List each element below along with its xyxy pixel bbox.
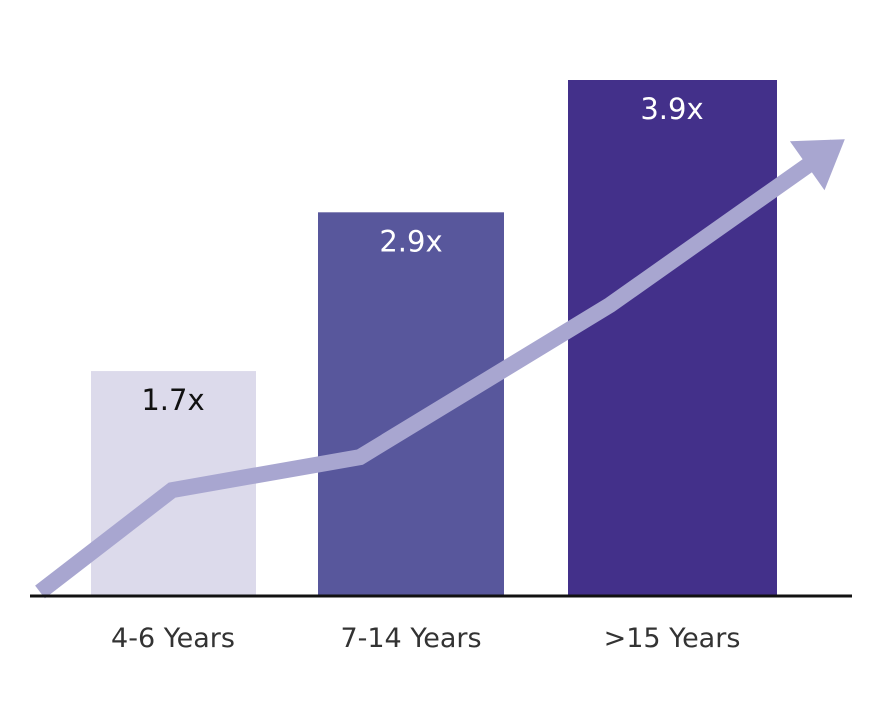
- bar-3: [568, 80, 777, 596]
- bar-value-labels: 1.7x 2.9x 3.9x: [141, 92, 703, 417]
- x-axis-tick-labels: 4-6 Years 7-14 Years >15 Years: [111, 623, 740, 654]
- bar-value-label-1: 1.7x: [141, 383, 204, 417]
- bar-2: [318, 212, 504, 597]
- x-tick-label-2: 7-14 Years: [340, 623, 481, 654]
- trend-arrow-head: [789, 139, 845, 191]
- trend-arrow: [35, 139, 845, 599]
- x-tick-label-1: 4-6 Years: [111, 623, 235, 654]
- bar-value-label-2: 2.9x: [379, 224, 442, 258]
- trend-arrow-line: [35, 139, 840, 599]
- bars-layer: [91, 80, 777, 597]
- bar-value-label-3: 3.9x: [640, 92, 703, 126]
- x-tick-label-3: >15 Years: [604, 623, 741, 654]
